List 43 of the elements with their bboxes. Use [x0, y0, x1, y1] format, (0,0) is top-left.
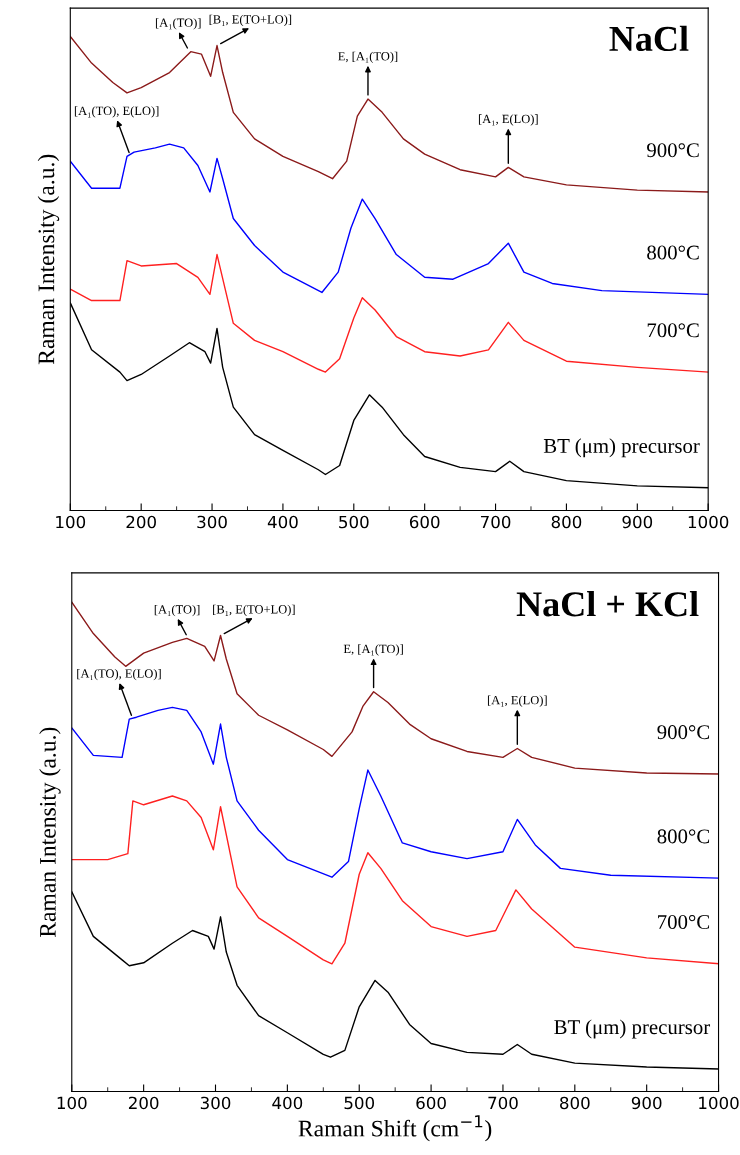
- y-axis-title: Raman Intensity (a.u.): [39, 727, 61, 938]
- x-tick-label: 700: [488, 1096, 518, 1110]
- x-tick-label: 200: [126, 515, 156, 529]
- series-label: BT (μm) precursor: [554, 1019, 711, 1039]
- chart-title: NaCl: [609, 25, 689, 52]
- annotation: [A₁(TO), E(LO)]: [74, 106, 159, 118]
- annotation: [B₁, E(TO+LO)]: [213, 604, 295, 617]
- series-label: BT (μm) precursor: [543, 438, 700, 458]
- annotation: [A₁(TO), E(LO)]: [77, 668, 161, 681]
- annotation: [A₁(TO)]: [155, 18, 201, 30]
- series-label: 700°C: [658, 914, 710, 929]
- annotation: E, [A₁(TO)]: [338, 51, 398, 63]
- x-tick-label: 300: [197, 515, 227, 529]
- annotation: [A₁(TO)]: [154, 604, 200, 617]
- x-tick-label: 300: [200, 1096, 231, 1110]
- annotation: [A₁, E(LO)]: [487, 695, 547, 707]
- x-tick-label: 800: [551, 515, 582, 529]
- series-label: 900°C: [647, 143, 699, 158]
- annotation: [B₁, E(TO+LO)]: [209, 14, 292, 27]
- series-label: 700°C: [647, 323, 699, 338]
- y-axis-title: Raman Intensity (a.u.): [37, 154, 60, 365]
- series-label: 800°C: [647, 245, 699, 260]
- x-axis-title: Raman Shift (cm$^{−1}$): [298, 1115, 492, 1142]
- annotation: E, [A₁(TO)]: [343, 644, 403, 656]
- x-tick-label: 500: [339, 515, 369, 529]
- series-label: 900°C: [657, 725, 710, 740]
- x-tick-label: 200: [128, 1096, 159, 1110]
- x-tick-label: 900: [622, 515, 653, 529]
- series-label: 800°C: [657, 829, 710, 844]
- chart-title: NaCl + KCl: [516, 591, 699, 617]
- x-tick-label: 600: [416, 1096, 446, 1110]
- x-tick-label: 700: [481, 515, 511, 529]
- x-tick-label: 500: [344, 1096, 375, 1110]
- x-tick-label: 1000: [688, 515, 729, 529]
- x-tick-label: 600: [409, 515, 440, 529]
- x-tick-label: 100: [56, 515, 86, 529]
- x-tick-label: 100: [57, 1096, 87, 1110]
- x-tick-label: 400: [272, 1096, 303, 1110]
- x-tick-label: 400: [267, 515, 298, 529]
- x-tick-label: 800: [560, 1096, 590, 1110]
- annotation: [A₁, E(LO)]: [478, 114, 538, 126]
- x-tick-label: 1000: [699, 1096, 739, 1110]
- x-tick-label: 900: [631, 1096, 662, 1110]
